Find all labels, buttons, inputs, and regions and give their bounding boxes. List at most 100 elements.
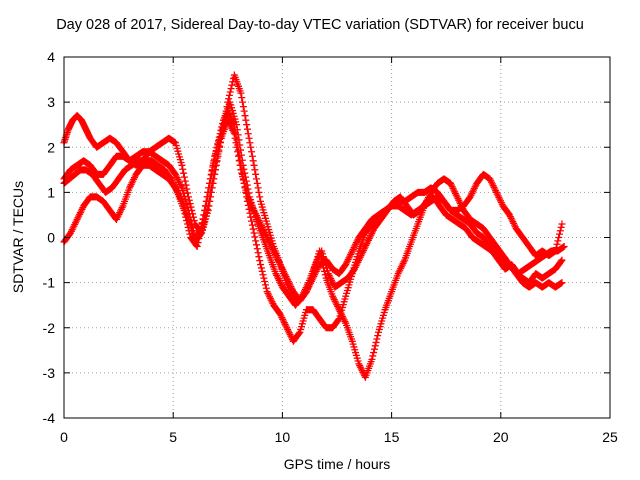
data-point <box>245 134 253 142</box>
data-point <box>200 219 208 227</box>
data-points <box>60 71 568 381</box>
data-point <box>205 197 213 205</box>
data-point <box>557 223 565 231</box>
data-point <box>254 249 262 257</box>
data-point <box>243 121 251 129</box>
data-point <box>258 267 266 275</box>
data-point <box>187 203 195 211</box>
data-point <box>213 154 221 162</box>
data-point <box>197 230 205 238</box>
data-point <box>233 121 241 129</box>
x-tick-label: 5 <box>169 429 177 445</box>
data-point <box>237 89 245 97</box>
data-point <box>234 131 242 139</box>
data-point <box>554 237 562 245</box>
data-point <box>259 271 267 279</box>
data-point <box>179 165 187 173</box>
data-point <box>551 247 559 255</box>
data-point <box>247 143 255 151</box>
data-point <box>560 243 568 251</box>
data-point <box>240 179 248 187</box>
data-point <box>256 257 264 265</box>
data-point <box>249 157 257 165</box>
data-point <box>242 186 250 194</box>
data-point <box>178 161 186 169</box>
data-point <box>186 200 194 208</box>
data-point <box>189 210 197 218</box>
data-point <box>251 166 259 174</box>
y-tick-label: -4 <box>43 410 56 426</box>
data-point <box>184 193 192 201</box>
data-point <box>183 185 191 193</box>
y-tick-label: 1 <box>47 184 55 200</box>
data-point <box>214 150 222 158</box>
data-point <box>180 169 188 177</box>
data-point <box>248 221 256 229</box>
data-point <box>234 152 242 160</box>
data-point <box>246 139 254 147</box>
data-point <box>201 215 209 223</box>
data-point <box>252 170 260 178</box>
data-point <box>253 179 261 187</box>
data-point <box>209 175 217 183</box>
data-point <box>241 112 249 120</box>
data-point <box>207 184 215 192</box>
data-point <box>243 190 251 198</box>
data-point <box>243 125 251 133</box>
data-point <box>262 284 270 292</box>
data-point <box>203 205 211 213</box>
data-point <box>234 148 242 156</box>
data-point <box>250 161 258 169</box>
data-point <box>182 181 190 189</box>
data-point <box>232 139 240 147</box>
data-point <box>371 342 379 350</box>
data-point <box>235 157 243 165</box>
data-point <box>256 193 264 201</box>
data-point <box>180 173 188 181</box>
y-tick-label: -2 <box>43 320 56 336</box>
y-tick-label: 3 <box>47 94 55 110</box>
x-tick-label: 10 <box>275 429 291 445</box>
y-tick-label: -1 <box>43 275 56 291</box>
data-point <box>190 217 198 225</box>
data-point <box>193 243 201 251</box>
data-point <box>206 193 214 201</box>
data-point <box>369 352 377 360</box>
data-point <box>239 98 247 106</box>
data-point <box>556 227 564 235</box>
data-point <box>248 148 256 156</box>
data-point <box>252 237 260 245</box>
data-point <box>211 166 219 174</box>
data-point <box>261 277 269 285</box>
x-tick-label: 25 <box>602 429 618 445</box>
x-tick-label: 0 <box>60 429 68 445</box>
data-point <box>230 130 238 138</box>
data-point <box>204 202 212 210</box>
data-point <box>253 245 261 253</box>
data-point <box>203 209 211 217</box>
data-point <box>241 183 249 191</box>
data-point <box>555 230 563 238</box>
data-point <box>368 355 376 363</box>
data-point <box>202 212 210 220</box>
data-point <box>295 329 303 337</box>
data-point <box>244 130 252 138</box>
data-point <box>373 335 381 343</box>
data-point <box>226 88 234 96</box>
y-tick-label: -3 <box>43 365 56 381</box>
data-point <box>185 196 193 204</box>
data-point <box>212 158 220 166</box>
y-tick-label: 2 <box>47 139 55 155</box>
x-axis-label: GPS time / hours <box>283 456 391 472</box>
data-point <box>370 345 378 353</box>
data-point <box>198 226 206 234</box>
data-point <box>553 240 561 248</box>
data-point <box>249 225 257 233</box>
data-point <box>248 152 256 160</box>
data-point <box>374 332 382 340</box>
data-point <box>212 162 220 170</box>
data-point <box>251 233 259 241</box>
x-tick-label: 20 <box>493 429 509 445</box>
y-tick-label: 0 <box>47 230 55 246</box>
